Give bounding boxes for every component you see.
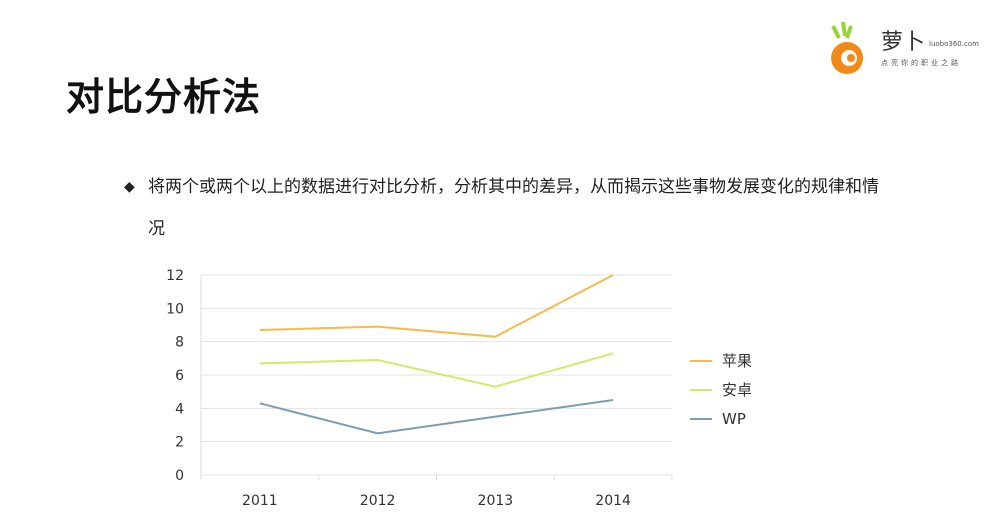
x-tick-label: 2014 [595,493,631,509]
bullet-point: ◆ 将两个或两个以上的数据进行对比分析，分析其中的差异，从而揭示这些事物发展变化… [124,166,888,250]
legend-swatch [690,417,712,420]
legend-swatch [690,388,712,391]
y-tick-label: 8 [175,335,184,351]
logo-slogan: 点亮你的职业之路 [881,59,961,67]
carrot-logo-icon [831,21,863,74]
y-tick-label: 6 [175,368,184,384]
logo-name: 萝卜 [881,30,926,55]
legend-item: 苹果 [690,346,752,375]
diamond-bullet-icon: ◆ [124,179,135,195]
logo: 萝卜 luobo360.com 点亮你的职业之路 [825,18,985,78]
y-tick-label: 12 [166,268,184,284]
series-line-2 [259,399,614,435]
y-tick-label: 2 [175,435,184,451]
bullet-text: 将两个或两个以上的数据进行对比分析，分析其中的差异，从而揭示这些事物发展变化的规… [148,177,879,239]
series-line-1 [259,352,614,388]
slide-title: 对比分析法 [66,75,262,119]
x-tick-label: 2013 [478,493,514,509]
legend-item: WP [690,404,752,433]
x-tick-label: 2012 [360,493,396,509]
x-tick-label: 2011 [242,493,278,509]
legend-item: 安卓 [690,375,752,404]
chart-legend: 苹果安卓 WP [690,346,752,433]
y-tick-label: 4 [175,401,184,417]
y-tick-label: 10 [166,301,184,317]
logo-url: luobo360.com [929,40,979,48]
legend-label: WP [722,409,746,428]
series-line-0 [259,274,614,338]
legend-label: 苹果 [722,352,753,370]
y-tick-label: 0 [175,468,184,484]
legend-swatch [690,359,712,362]
legend-label: 安卓 [722,381,753,399]
